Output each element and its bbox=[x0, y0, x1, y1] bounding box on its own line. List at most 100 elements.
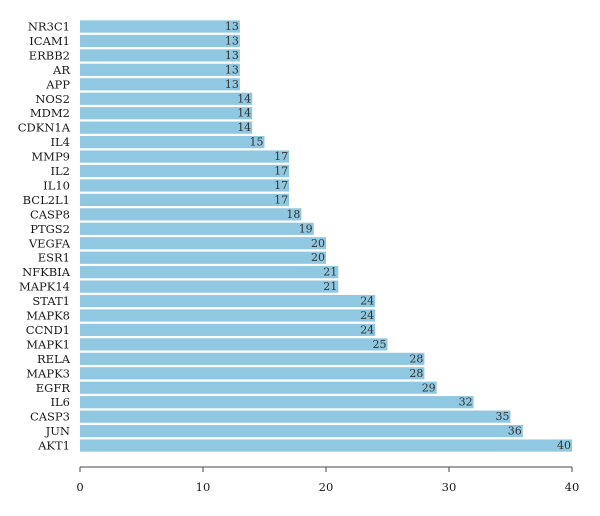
value-label: 13 bbox=[225, 20, 239, 33]
category-label: CASP8 bbox=[30, 207, 70, 221]
category-labels: NR3C1ICAM1ERBB2ARAPPNOS2MDM2CDKN1AIL4MMP… bbox=[18, 20, 71, 453]
bar-vegfa bbox=[80, 237, 326, 250]
bar-nr3c1 bbox=[80, 20, 240, 33]
value-label: 17 bbox=[274, 179, 288, 192]
bar-ptgs2 bbox=[80, 222, 314, 235]
x-axis: 0 10 20 30 40 bbox=[76, 466, 580, 494]
bar-app bbox=[80, 78, 240, 91]
x-tick-label: 40 bbox=[565, 480, 580, 494]
value-label: 21 bbox=[323, 266, 337, 279]
category-label: MAPK1 bbox=[26, 337, 70, 351]
category-label: STAT1 bbox=[32, 294, 70, 308]
value-label: 15 bbox=[250, 136, 264, 149]
value-label: 17 bbox=[274, 165, 288, 178]
value-label: 25 bbox=[373, 338, 387, 351]
value-label: 17 bbox=[274, 150, 288, 163]
category-label: NR3C1 bbox=[28, 20, 70, 34]
category-label: MAPK8 bbox=[26, 309, 70, 323]
bar-erbb2 bbox=[80, 49, 240, 62]
bar-nfkbia bbox=[80, 266, 339, 279]
x-tick-label: 0 bbox=[76, 480, 83, 494]
bar-il10 bbox=[80, 179, 290, 192]
value-label: 19 bbox=[299, 222, 313, 235]
value-label: 32 bbox=[459, 396, 473, 409]
x-tick-label: 30 bbox=[442, 480, 457, 494]
bar-mapk14 bbox=[80, 280, 339, 293]
value-label: 14 bbox=[237, 92, 251, 105]
bar-akt1 bbox=[80, 439, 572, 452]
category-label: MAPK14 bbox=[19, 280, 70, 294]
category-label: CDKN1A bbox=[18, 121, 71, 135]
bar-il2 bbox=[80, 164, 290, 178]
bar-mapk3 bbox=[80, 367, 425, 380]
value-label: 36 bbox=[508, 425, 522, 438]
value-label: 14 bbox=[237, 121, 251, 134]
bar-rela bbox=[80, 352, 425, 365]
value-label: 28 bbox=[409, 352, 423, 365]
category-label: JUN bbox=[45, 424, 70, 438]
category-label: CCND1 bbox=[26, 323, 70, 337]
value-label: 13 bbox=[225, 78, 239, 91]
value-label: 18 bbox=[286, 208, 300, 221]
bar-mmp9 bbox=[80, 150, 290, 163]
bar-ccnd1 bbox=[80, 323, 376, 337]
bar-mapk1 bbox=[80, 338, 388, 351]
bars-layer bbox=[80, 20, 572, 452]
value-label: 20 bbox=[311, 251, 325, 264]
category-label: AKT1 bbox=[37, 439, 70, 453]
bar-mapk8 bbox=[80, 309, 376, 322]
value-label: 13 bbox=[225, 34, 239, 47]
bar-casp3 bbox=[80, 410, 511, 423]
category-label: IL10 bbox=[43, 178, 70, 192]
category-label: NFKBIA bbox=[22, 265, 71, 279]
bar-egfr bbox=[80, 381, 437, 394]
value-label: 20 bbox=[311, 237, 325, 250]
value-label: 14 bbox=[237, 107, 251, 120]
category-label: RELA bbox=[37, 352, 71, 366]
bar-casp8 bbox=[80, 208, 302, 221]
category-label: IL2 bbox=[51, 164, 71, 178]
bar-il4 bbox=[80, 136, 265, 149]
category-label: IL6 bbox=[51, 395, 71, 409]
category-label: BCL2L1 bbox=[23, 193, 70, 207]
category-label: MAPK3 bbox=[26, 366, 70, 380]
value-label: 13 bbox=[225, 49, 239, 62]
category-label: PTGS2 bbox=[30, 222, 70, 236]
x-tick-label: 10 bbox=[196, 480, 211, 494]
category-label: NOS2 bbox=[35, 92, 70, 106]
category-label: MDM2 bbox=[30, 106, 70, 120]
category-label: IL4 bbox=[51, 135, 71, 149]
category-label: MMP9 bbox=[31, 150, 70, 164]
bar-cdkn1a bbox=[80, 121, 253, 134]
bar-mdm2 bbox=[80, 107, 253, 120]
category-label: CASP3 bbox=[30, 410, 70, 424]
category-label: APP bbox=[45, 77, 70, 91]
category-label: AR bbox=[52, 63, 70, 77]
value-label: 40 bbox=[557, 439, 571, 452]
value-label: 35 bbox=[496, 410, 510, 423]
bar-ar bbox=[80, 63, 240, 76]
bar-bcl2l1 bbox=[80, 193, 290, 206]
bar-jun bbox=[80, 425, 523, 438]
value-label: 24 bbox=[360, 309, 374, 322]
value-labels: 1313131313141414151717171718192020212124… bbox=[225, 20, 571, 452]
value-label: 13 bbox=[225, 63, 239, 76]
category-label: EGFR bbox=[36, 381, 71, 395]
value-label: 17 bbox=[274, 193, 288, 206]
value-label: 21 bbox=[323, 280, 337, 293]
bar-icam1 bbox=[80, 34, 240, 48]
x-tick-label: 20 bbox=[319, 480, 334, 494]
category-label: VEGFA bbox=[28, 236, 71, 250]
bar-nos2 bbox=[80, 92, 253, 105]
value-label: 29 bbox=[422, 381, 436, 394]
category-label: ICAM1 bbox=[29, 34, 70, 48]
category-label: ERBB2 bbox=[29, 48, 70, 62]
category-label: ESR1 bbox=[38, 251, 70, 265]
value-label: 24 bbox=[360, 323, 374, 336]
value-label: 28 bbox=[409, 367, 423, 380]
bar-stat1 bbox=[80, 294, 376, 308]
value-label: 24 bbox=[360, 295, 374, 308]
bar-il6 bbox=[80, 396, 474, 409]
bar-esr1 bbox=[80, 251, 326, 264]
